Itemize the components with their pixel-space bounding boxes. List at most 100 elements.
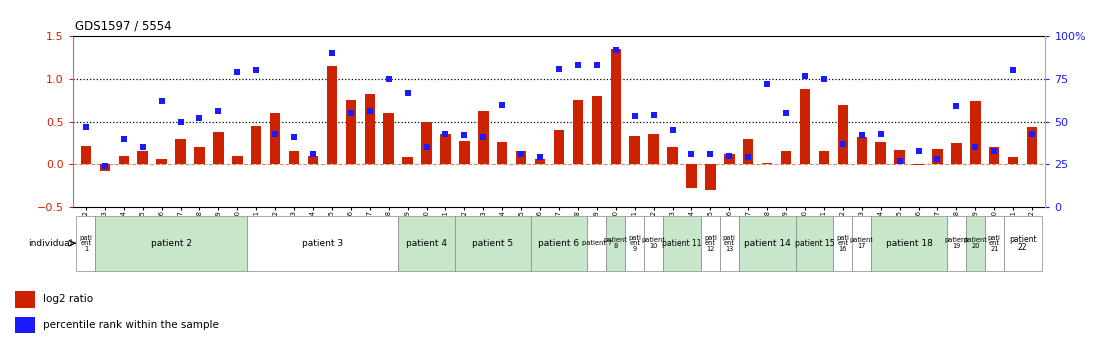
Bar xyxy=(515,151,527,164)
Bar xyxy=(1004,216,1042,271)
Bar xyxy=(252,126,262,164)
Bar xyxy=(233,156,243,164)
Point xyxy=(342,110,360,116)
Bar xyxy=(871,216,947,271)
Bar xyxy=(951,143,961,164)
Bar xyxy=(610,49,620,164)
Bar xyxy=(138,151,148,164)
Bar xyxy=(648,134,659,164)
Point xyxy=(304,151,322,157)
Bar xyxy=(591,96,603,164)
Bar xyxy=(119,156,129,164)
Point xyxy=(247,68,265,73)
Bar xyxy=(894,150,904,164)
Point xyxy=(607,47,625,53)
Text: patient
22: patient 22 xyxy=(1008,235,1036,252)
Bar xyxy=(780,151,792,164)
Text: patient 4: patient 4 xyxy=(406,239,447,248)
Bar xyxy=(989,147,999,164)
Bar xyxy=(80,146,92,164)
Bar xyxy=(364,94,375,164)
Text: pati
ent
12: pati ent 12 xyxy=(704,235,717,252)
Bar xyxy=(663,216,701,271)
Point xyxy=(569,62,587,68)
Point xyxy=(739,155,757,160)
Text: log2 ratio: log2 ratio xyxy=(42,294,93,304)
Point xyxy=(777,110,795,116)
Point xyxy=(626,114,644,119)
Bar xyxy=(498,142,508,164)
Bar xyxy=(459,141,470,164)
Bar xyxy=(739,216,796,271)
Bar xyxy=(534,159,546,164)
Point xyxy=(285,134,303,140)
Point xyxy=(720,153,738,158)
Bar xyxy=(701,216,720,271)
Point xyxy=(134,145,152,150)
Point xyxy=(1004,68,1022,73)
Point xyxy=(77,124,95,129)
Bar xyxy=(402,157,413,164)
Point xyxy=(380,76,398,82)
Bar xyxy=(720,216,739,271)
Text: patient 7: patient 7 xyxy=(581,240,612,246)
Text: patient
10: patient 10 xyxy=(642,237,665,249)
Point xyxy=(664,127,682,133)
Bar xyxy=(455,216,531,271)
Point xyxy=(1023,131,1041,136)
Text: patient
19: patient 19 xyxy=(945,237,968,249)
Point xyxy=(834,141,852,147)
Bar xyxy=(667,147,678,164)
Point xyxy=(929,156,947,162)
Bar xyxy=(1026,127,1038,164)
Bar xyxy=(398,216,455,271)
Point xyxy=(418,145,436,150)
Point xyxy=(323,50,341,56)
Point xyxy=(985,148,1003,154)
Point xyxy=(474,134,492,140)
Point xyxy=(153,98,171,104)
Text: pati
ent
13: pati ent 13 xyxy=(723,235,736,252)
Bar xyxy=(796,216,833,271)
Point xyxy=(361,109,379,114)
Text: patient 11: patient 11 xyxy=(662,239,702,248)
Text: patient
8: patient 8 xyxy=(604,237,627,249)
Text: patient 15: patient 15 xyxy=(795,239,834,248)
Bar xyxy=(947,216,966,271)
Bar xyxy=(705,164,716,190)
Point xyxy=(228,69,246,75)
Bar xyxy=(383,113,394,164)
Text: patient 6: patient 6 xyxy=(539,239,579,248)
Text: percentile rank within the sample: percentile rank within the sample xyxy=(42,320,219,330)
Bar xyxy=(572,100,584,164)
Point xyxy=(645,112,663,118)
Bar xyxy=(837,105,849,164)
Bar xyxy=(95,216,247,271)
Bar xyxy=(16,291,35,307)
Bar xyxy=(985,216,1004,271)
Point xyxy=(266,131,284,136)
Text: patient 2: patient 2 xyxy=(151,239,191,248)
Point xyxy=(758,81,776,87)
Bar xyxy=(76,216,95,271)
Bar xyxy=(913,164,923,165)
Text: patient
20: patient 20 xyxy=(964,237,987,249)
Bar xyxy=(629,136,639,164)
Text: individual: individual xyxy=(28,239,72,248)
Text: pati
ent
21: pati ent 21 xyxy=(988,235,1001,252)
Bar xyxy=(288,151,300,164)
Point xyxy=(682,151,700,157)
Bar xyxy=(531,216,587,271)
Text: pati
ent
16: pati ent 16 xyxy=(836,235,850,252)
Bar xyxy=(479,111,489,164)
Text: patient 3: patient 3 xyxy=(302,239,343,248)
Bar xyxy=(195,147,205,164)
Point xyxy=(815,76,833,82)
Text: patient 5: patient 5 xyxy=(472,239,513,248)
Bar xyxy=(176,139,186,164)
Point xyxy=(891,158,909,164)
Point xyxy=(947,104,965,109)
Bar xyxy=(100,164,110,171)
Bar xyxy=(345,100,356,164)
Bar xyxy=(214,132,224,164)
